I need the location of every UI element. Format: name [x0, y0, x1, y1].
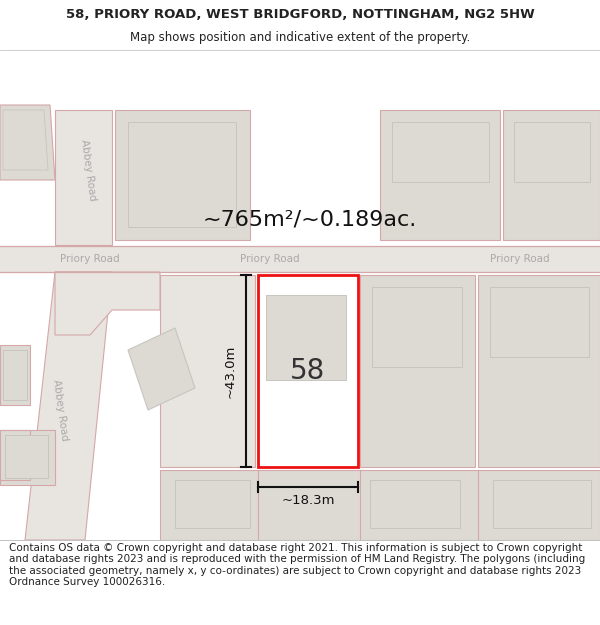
- Polygon shape: [3, 110, 48, 170]
- Text: ~765m²/~0.189ac.: ~765m²/~0.189ac.: [203, 210, 417, 230]
- Text: ~18.3m: ~18.3m: [281, 494, 335, 508]
- Bar: [266, 295, 346, 380]
- Text: Abbey Road: Abbey Road: [51, 379, 69, 441]
- Bar: [503, 110, 600, 240]
- Text: Contains OS data © Crown copyright and database right 2021. This information is : Contains OS data © Crown copyright and d…: [9, 542, 585, 588]
- Bar: [115, 110, 250, 240]
- Bar: [380, 110, 500, 240]
- Polygon shape: [55, 272, 160, 335]
- Bar: [5, 435, 48, 478]
- Polygon shape: [128, 328, 195, 410]
- Bar: [0, 345, 30, 405]
- Bar: [128, 122, 236, 227]
- Text: Priory Road: Priory Road: [240, 254, 300, 264]
- Text: Abbey Road: Abbey Road: [79, 139, 97, 201]
- Bar: [0, 246, 600, 272]
- Bar: [160, 470, 600, 540]
- Bar: [372, 287, 462, 367]
- Text: Map shows position and indicative extent of the property.: Map shows position and indicative extent…: [130, 31, 470, 44]
- Bar: [0, 430, 55, 485]
- Text: Priory Road: Priory Road: [490, 254, 550, 264]
- Bar: [360, 275, 475, 467]
- Text: Priory Road: Priory Road: [60, 254, 120, 264]
- Bar: [258, 275, 358, 467]
- Bar: [514, 122, 590, 182]
- Bar: [490, 287, 589, 357]
- Polygon shape: [25, 272, 112, 540]
- Bar: [3, 350, 27, 400]
- Bar: [370, 480, 460, 528]
- Polygon shape: [55, 110, 112, 245]
- Text: 58, PRIORY ROAD, WEST BRIDGFORD, NOTTINGHAM, NG2 5HW: 58, PRIORY ROAD, WEST BRIDGFORD, NOTTING…: [65, 8, 535, 21]
- Text: 58: 58: [290, 357, 326, 385]
- Bar: [493, 480, 591, 528]
- Bar: [392, 122, 489, 182]
- Polygon shape: [0, 105, 55, 180]
- Bar: [160, 275, 255, 467]
- Bar: [478, 275, 600, 467]
- Bar: [175, 480, 250, 528]
- Text: ~43.0m: ~43.0m: [223, 344, 236, 398]
- Bar: [0, 430, 30, 480]
